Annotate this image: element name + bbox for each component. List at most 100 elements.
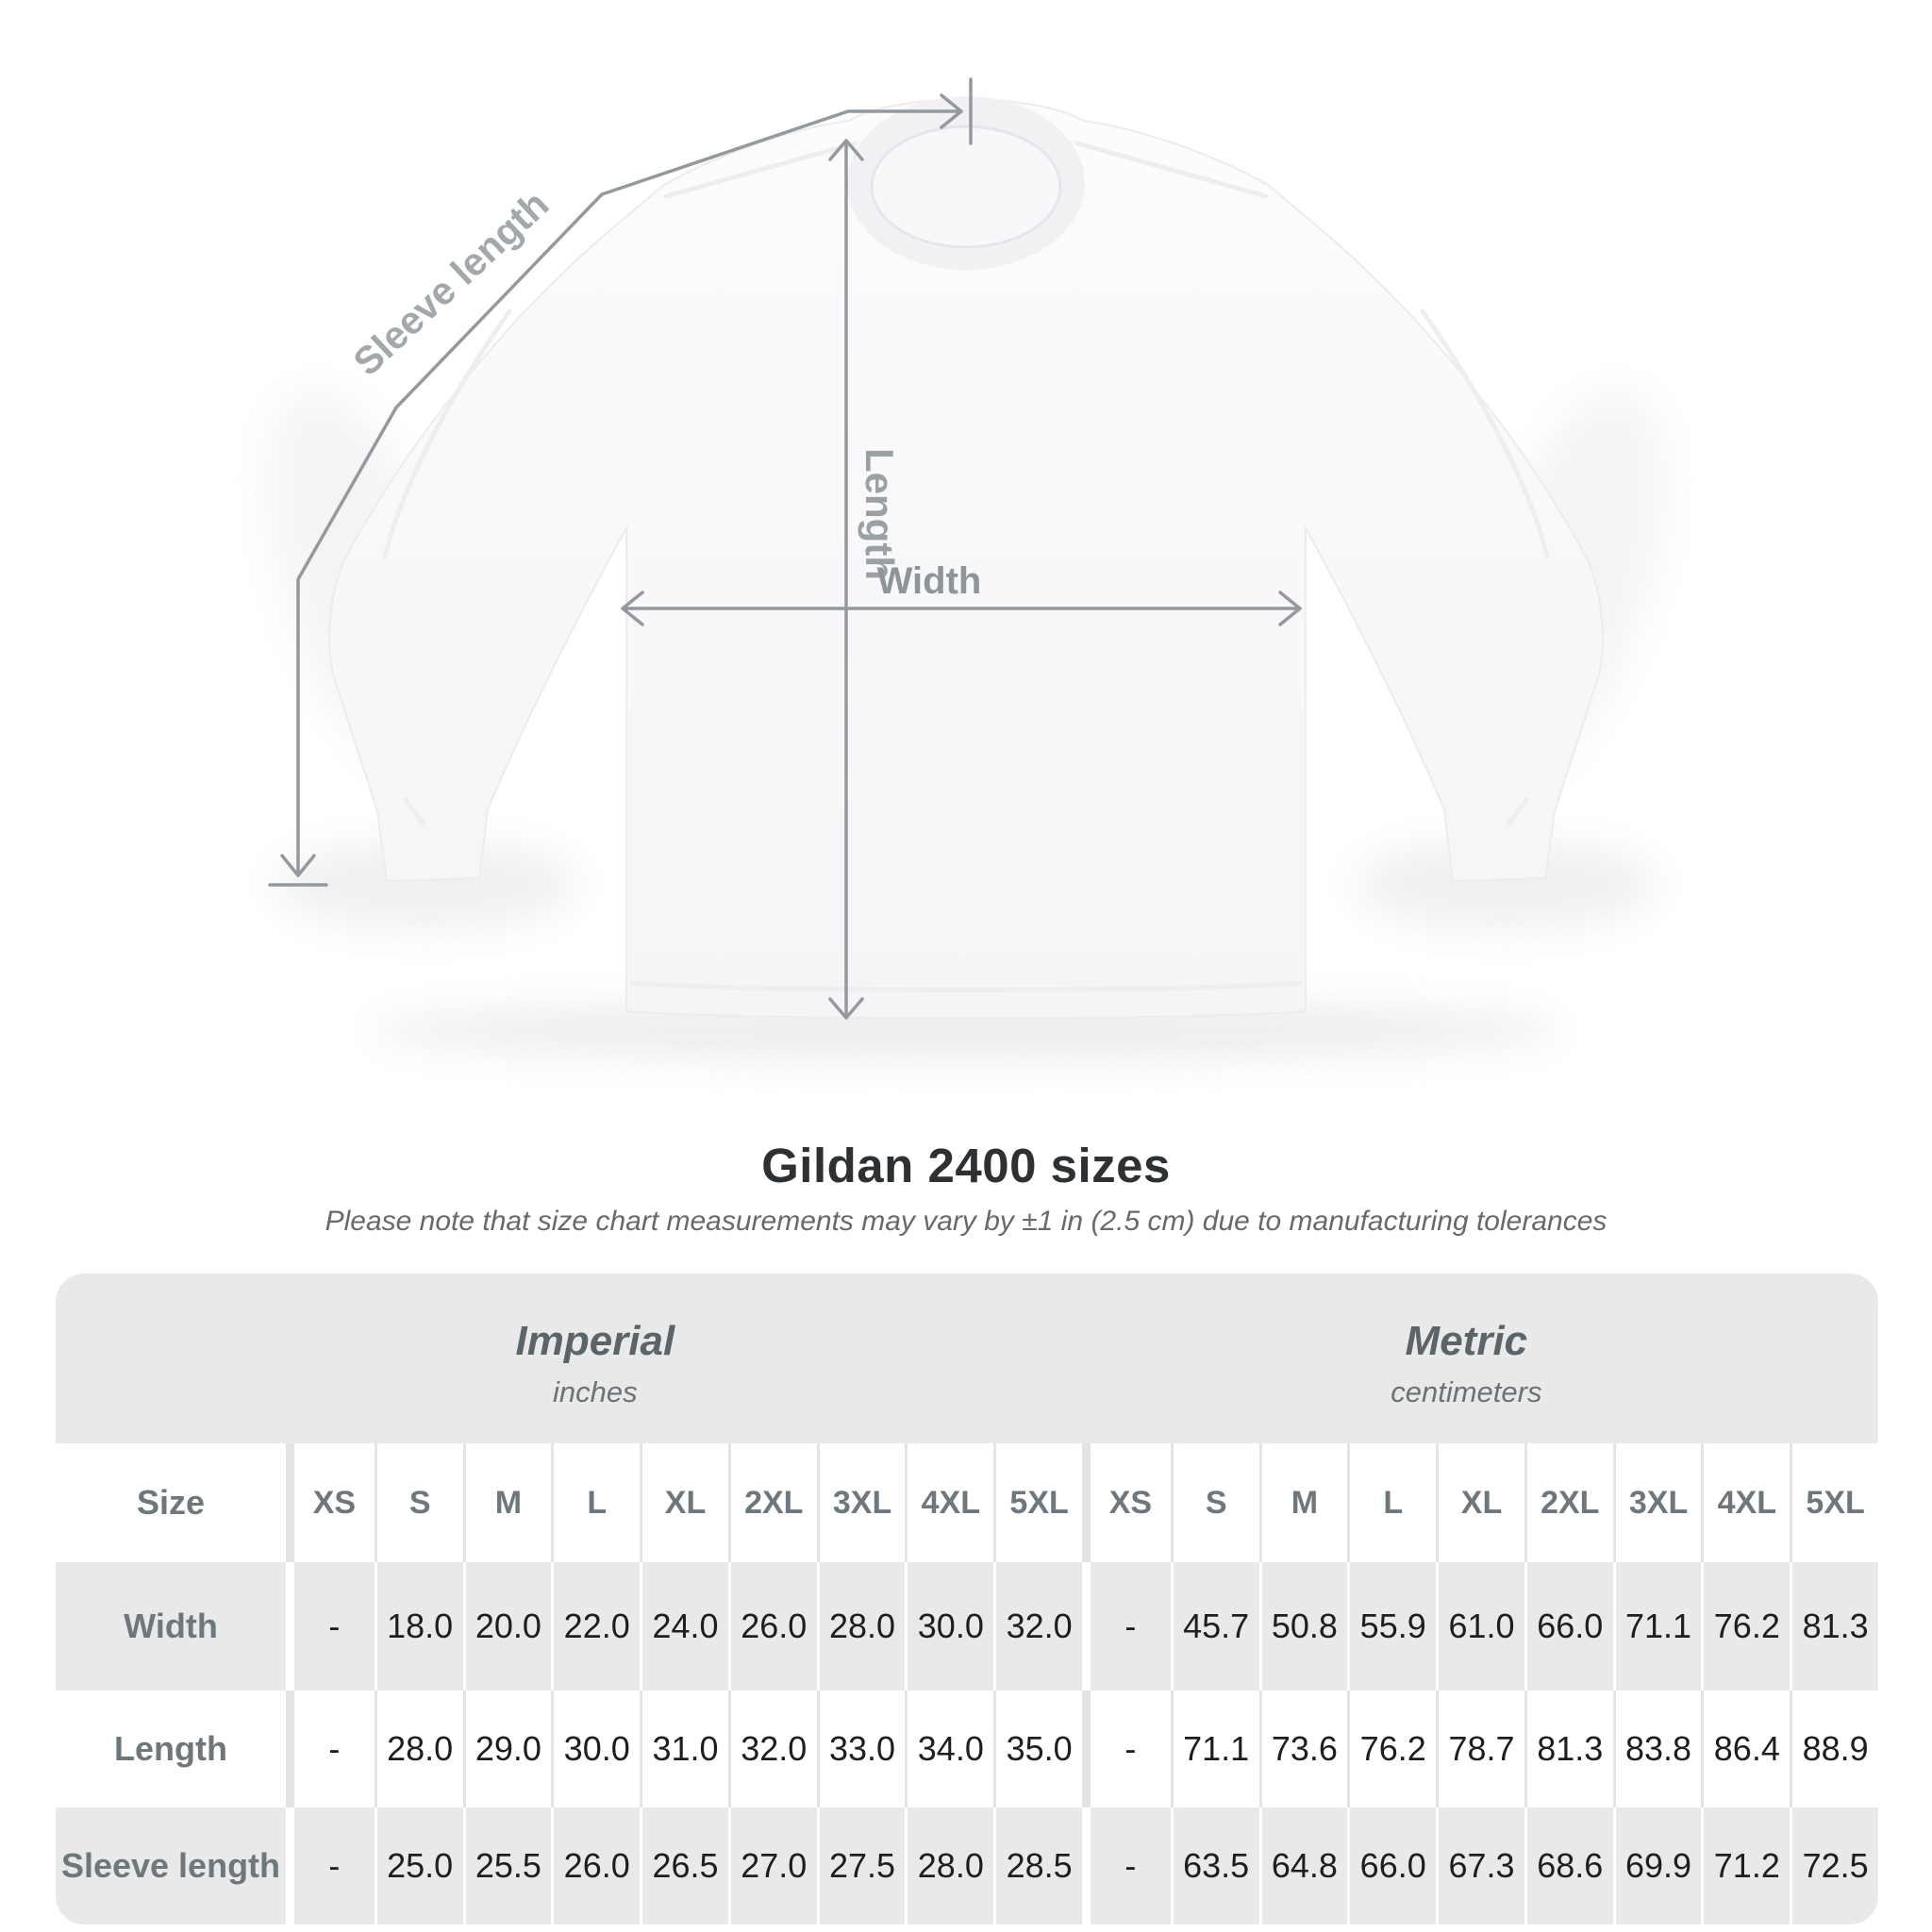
cell-length-imperial-4xl: 34.0 (905, 1690, 993, 1807)
page-title: Gildan 2400 sizes (761, 1139, 1171, 1192)
size-table: Imperial inches Metric centimeters Size … (56, 1274, 1878, 1924)
col-header-imperial-s: S (374, 1443, 463, 1562)
cell-sleeve-length-imperial-4xl: 28.0 (905, 1807, 993, 1924)
col-header-imperial-m: M (462, 1443, 552, 1562)
cell-sleeve-length-imperial-xl: 26.5 (640, 1807, 728, 1924)
cell-width-imperial-s: 18.0 (374, 1562, 463, 1690)
cell-length-metric-xl: 78.7 (1436, 1690, 1524, 1807)
col-header-metric-5xl: 5XL (1790, 1443, 1878, 1562)
cell-width-metric-m: 50.8 (1258, 1562, 1348, 1690)
col-header-imperial-5xl: 5XL (993, 1443, 1082, 1562)
cell-width-imperial-5xl: 32.0 (993, 1562, 1082, 1690)
col-header-imperial-2xl: 2XL (727, 1443, 817, 1562)
sleeve-length-arrowhead-down (280, 854, 316, 877)
col-header-metric-2xl: 2XL (1524, 1443, 1613, 1562)
cell-width-metric-4xl: 76.2 (1701, 1562, 1790, 1690)
cell-length-imperial-2xl: 32.0 (727, 1690, 817, 1807)
table-row-sleeve-length: Sleeve length -25.0 25.5 26.0 26.5 27.0 27.5 28… (56, 1807, 1878, 1924)
cell-length-imperial-5xl: 35.0 (993, 1690, 1082, 1807)
cell-sleeve-length-metric-4xl: 71.2 (1701, 1807, 1790, 1924)
col-header-imperial-xl: XL (640, 1443, 728, 1562)
cell-sleeve-length-metric-xs: - (1082, 1807, 1171, 1924)
cell-sleeve-length-metric-5xl: 72.5 (1790, 1807, 1878, 1924)
cell-length-metric-s: 71.1 (1170, 1690, 1259, 1807)
length-label: Length (858, 448, 902, 580)
measurement-annotations (268, 77, 1302, 1020)
cell-sleeve-length-imperial-s: 25.0 (374, 1807, 463, 1924)
width-label: Width (877, 560, 982, 602)
cell-length-metric-4xl: 86.4 (1701, 1690, 1790, 1807)
cell-width-metric-xl: 61.0 (1436, 1562, 1524, 1690)
col-header-imperial-4xl: 4XL (905, 1443, 993, 1562)
page-subtitle: Please note that size chart measurements… (325, 1206, 1607, 1237)
unit-group-name: Metric (1405, 1318, 1528, 1364)
cell-sleeve-length-metric-2xl: 68.6 (1524, 1807, 1613, 1924)
cell-width-imperial-2xl: 26.0 (727, 1562, 817, 1690)
cell-length-imperial-m: 29.0 (462, 1690, 552, 1807)
col-header-imperial-3xl: 3XL (816, 1443, 906, 1562)
cell-sleeve-length-imperial-xs: - (286, 1807, 375, 1924)
cell-width-metric-xs: - (1082, 1562, 1171, 1690)
col-header-imperial-l: L (551, 1443, 640, 1562)
table-body: Width -18.0 20.0 22.0 24.0 26.0 28.0 30.0 32.0-4… (56, 1562, 1878, 1924)
cell-length-metric-3xl: 83.8 (1612, 1690, 1702, 1807)
cell-width-metric-2xl: 66.0 (1524, 1562, 1613, 1690)
length-measure (828, 139, 864, 1020)
cell-sleeve-length-imperial-2xl: 27.0 (727, 1807, 817, 1924)
size-column-header: Size (136, 1483, 206, 1522)
cell-width-imperial-4xl: 30.0 (905, 1562, 993, 1690)
table-row-length: Length -28.0 29.0 30.0 31.0 32.0 33.0 34.0 35.0-… (56, 1690, 1878, 1807)
cell-width-imperial-l: 22.0 (551, 1562, 640, 1690)
cell-width-metric-5xl: 81.3 (1790, 1562, 1878, 1690)
width-arrowhead-left (621, 591, 644, 626)
cell-length-metric-m: 73.6 (1258, 1690, 1348, 1807)
table-row-width: Width -18.0 20.0 22.0 24.0 26.0 28.0 30.0 32.0-4… (56, 1562, 1878, 1690)
cell-length-metric-l: 76.2 (1347, 1690, 1436, 1807)
row-label-sleeve-length: Sleeve length (60, 1846, 281, 1885)
collar-seam (870, 125, 1062, 249)
sleeve-length-arrowhead-right (940, 93, 963, 129)
shirt (328, 96, 1604, 1020)
unit-group-imperial: Imperial inches (515, 1321, 675, 1407)
cell-width-metric-s: 45.7 (1170, 1562, 1259, 1690)
size-header-row: Size XS S M L XL 2XL 3XL 4XL 5XL XS S M L XL 2XL 3XL 4XL… (56, 1443, 1878, 1562)
cell-length-metric-5xl: 88.9 (1790, 1690, 1878, 1807)
unit-header-band: Imperial inches Metric centimeters (56, 1274, 1878, 1443)
cell-sleeve-length-metric-m: 64.8 (1258, 1807, 1348, 1924)
shirt-body (328, 98, 1604, 1020)
row-label-width: Width (124, 1607, 218, 1645)
width-measure (621, 591, 1302, 626)
cell-sleeve-length-metric-3xl: 69.9 (1612, 1807, 1702, 1924)
cell-sleeve-length-metric-s: 63.5 (1170, 1807, 1259, 1924)
length-arrowhead-down (828, 997, 864, 1020)
row-label-length: Length (114, 1729, 227, 1768)
cell-length-imperial-l: 30.0 (551, 1690, 640, 1807)
collar-inner (872, 128, 1060, 249)
cell-length-imperial-s: 28.0 (374, 1690, 463, 1807)
cell-sleeve-length-imperial-3xl: 27.5 (816, 1807, 906, 1924)
cell-sleeve-length-imperial-5xl: 28.5 (993, 1807, 1082, 1924)
col-header-metric-3xl: 3XL (1612, 1443, 1702, 1562)
cell-sleeve-length-metric-l: 66.0 (1347, 1807, 1436, 1924)
cell-width-metric-l: 55.9 (1347, 1562, 1436, 1690)
unit-group-metric: Metric centimeters (1391, 1321, 1541, 1407)
sleeve-length-measure (268, 77, 973, 887)
cell-length-imperial-xl: 31.0 (640, 1690, 728, 1807)
shirt-measurement-diagram: Sleeve length Length Width (267, 77, 1665, 1058)
unit-group-unit: centimeters (1391, 1375, 1542, 1408)
length-arrowhead-up (828, 139, 864, 161)
col-header-metric-l: L (1347, 1443, 1436, 1562)
sleeve-length-line (296, 109, 960, 874)
cell-sleeve-length-imperial-m: 25.5 (462, 1807, 552, 1924)
col-header-metric-s: S (1170, 1443, 1259, 1562)
col-header-metric-xs: XS (1082, 1443, 1171, 1562)
width-arrowhead-right (1278, 591, 1302, 626)
unit-group-unit: inches (553, 1375, 638, 1408)
col-header-imperial-xs: XS (286, 1443, 375, 1562)
cell-width-imperial-3xl: 28.0 (816, 1562, 906, 1690)
fabric-creases (382, 141, 1550, 992)
cell-length-imperial-3xl: 33.0 (816, 1690, 906, 1807)
cell-length-imperial-xs: - (286, 1690, 375, 1807)
col-header-metric-m: M (1258, 1443, 1348, 1562)
cell-length-metric-xs: - (1082, 1690, 1171, 1807)
